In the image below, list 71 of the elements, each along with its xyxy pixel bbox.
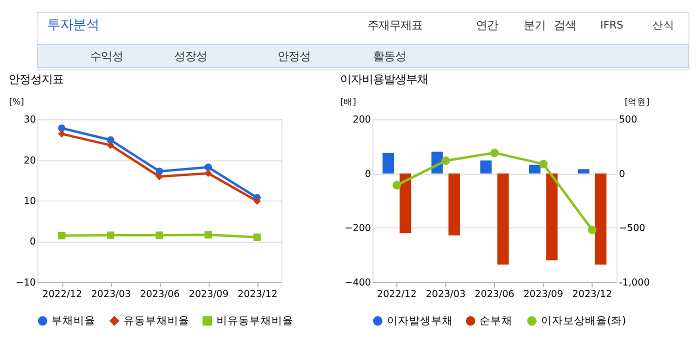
legend-label: 비유동부채비율 bbox=[216, 314, 294, 327]
point bbox=[441, 156, 450, 165]
bar bbox=[546, 173, 558, 260]
y-tick-label: −10 bbox=[16, 277, 36, 288]
y-tick-label: 0 bbox=[364, 168, 371, 180]
bar bbox=[578, 169, 590, 174]
bar bbox=[448, 173, 460, 236]
y-tick-label: 20 bbox=[24, 155, 36, 166]
point bbox=[204, 164, 212, 171]
text: IFRS bbox=[600, 19, 624, 32]
x-tick-label: 2023/12 bbox=[238, 288, 278, 300]
y2-axis-title: [억원] bbox=[624, 97, 650, 108]
y2-tick-label: 500 bbox=[618, 114, 638, 126]
bar bbox=[594, 173, 606, 265]
y-tick-label: 10 bbox=[24, 196, 36, 207]
text: 검색 bbox=[554, 18, 576, 32]
y2-tick-label: -1,000 bbox=[618, 277, 650, 288]
chart-title: 이자비용발생부채 bbox=[340, 72, 428, 86]
y-tick-label: 30 bbox=[24, 114, 36, 126]
y-axis-title: [배] bbox=[340, 97, 356, 108]
bar bbox=[529, 164, 541, 174]
bar bbox=[497, 173, 509, 265]
x-tick-label: 2023/03 bbox=[91, 288, 131, 300]
x-tick-label: 2022/12 bbox=[42, 288, 82, 300]
legend-label: 부채비율 bbox=[52, 314, 96, 327]
legend-label: 이자보상배율(좌) bbox=[540, 314, 626, 327]
text: 수익성 bbox=[90, 48, 123, 63]
point bbox=[253, 197, 261, 205]
point bbox=[156, 172, 164, 180]
x-tick-label: 2023/09 bbox=[523, 288, 564, 300]
point bbox=[204, 170, 212, 178]
point bbox=[58, 124, 66, 132]
bar bbox=[480, 160, 492, 174]
point bbox=[156, 231, 164, 239]
point bbox=[539, 160, 548, 168]
x-tick-label: 2023/03 bbox=[426, 288, 466, 300]
chart-title: 안정성지표 bbox=[8, 72, 64, 86]
y2-tick-label: −500 bbox=[618, 223, 646, 234]
y-tick-label: −400 bbox=[344, 277, 371, 288]
x-tick-label: 2023/06 bbox=[474, 288, 514, 300]
x-tick-label: 2022/12 bbox=[376, 288, 417, 300]
point bbox=[106, 142, 114, 149]
point bbox=[253, 234, 261, 241]
legend-label: 이자발생부채 bbox=[386, 314, 453, 327]
point bbox=[106, 231, 114, 239]
text: 투자분석 bbox=[46, 18, 99, 34]
text: 분기 bbox=[524, 18, 546, 32]
point bbox=[490, 148, 499, 158]
point bbox=[204, 231, 212, 238]
x-tick-label: 2023/09 bbox=[188, 288, 229, 300]
text: 활동성 bbox=[373, 48, 406, 63]
x-tick-label: 2023/06 bbox=[140, 288, 180, 300]
bar bbox=[382, 152, 394, 174]
bar bbox=[400, 173, 412, 234]
y-tick-label: −200 bbox=[344, 223, 371, 234]
y-axis-title: [%] bbox=[9, 97, 24, 108]
text: 연간 bbox=[476, 18, 498, 32]
point bbox=[588, 226, 596, 234]
text: 주재무제표 bbox=[368, 18, 423, 32]
legend-label: 순부채 bbox=[480, 314, 513, 327]
point bbox=[58, 232, 66, 240]
legend-label: 유동부채비율 bbox=[124, 314, 190, 327]
text: 안정성 bbox=[277, 48, 310, 63]
point bbox=[58, 130, 66, 138]
point bbox=[392, 180, 402, 190]
y-tick-label: 200 bbox=[352, 114, 371, 126]
y-tick-label: 0 bbox=[30, 236, 36, 248]
x-tick-label: 2023/12 bbox=[572, 288, 612, 300]
text: 성장성 bbox=[174, 48, 208, 63]
y2-tick-label: 0 bbox=[618, 168, 626, 180]
text: 산식 bbox=[652, 19, 674, 32]
